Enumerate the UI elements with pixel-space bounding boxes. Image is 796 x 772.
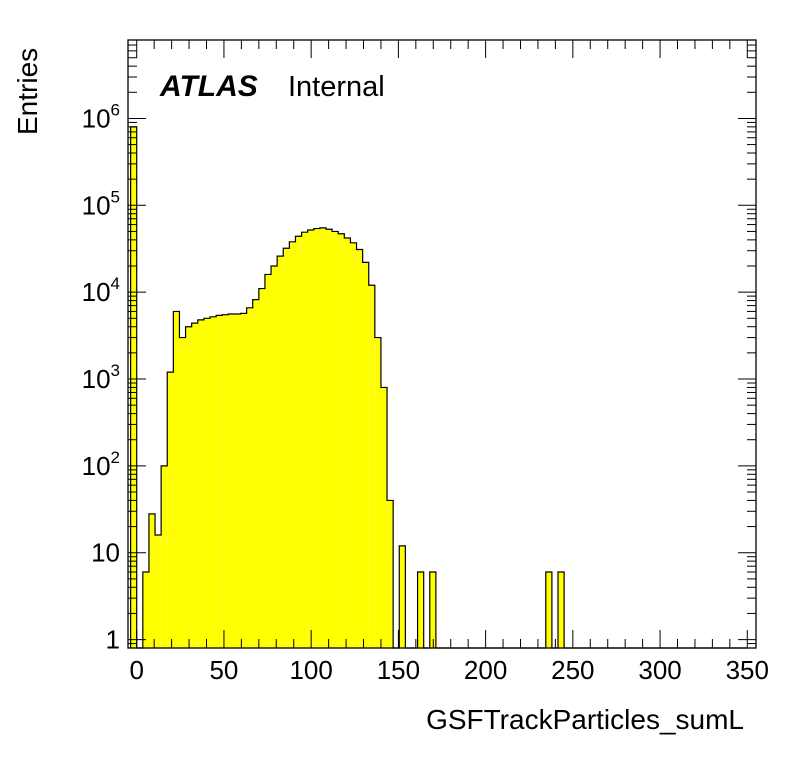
- histogram-bin: [197, 319, 204, 648]
- x-tick-label: 250: [551, 655, 594, 685]
- histogram-bin: [362, 262, 369, 648]
- histogram-bin: [325, 229, 333, 648]
- histogram-bin: [558, 571, 565, 648]
- histogram-bin: [155, 534, 162, 648]
- histogram-bin: [258, 288, 265, 648]
- histogram-bin: [191, 323, 198, 648]
- x-tick-label: 300: [638, 655, 681, 685]
- x-tick-labels: 0 50 100 150 200 250 300 350: [129, 655, 768, 685]
- histogram-bin: [179, 337, 186, 648]
- histogram-bin: [203, 318, 210, 648]
- y-tick-label: 102: [82, 448, 120, 481]
- histogram-bin: [209, 316, 217, 648]
- histogram-bin: [216, 315, 223, 648]
- histogram-bin: [264, 274, 272, 648]
- histogram-bin: [142, 571, 149, 648]
- x-tick-label: 350: [726, 655, 769, 685]
- y-tick-label: 10: [91, 538, 120, 568]
- y-tick-labels: 1 10 102 103 104 105 106: [82, 100, 120, 654]
- histogram-bin: [332, 231, 339, 649]
- x-tick-label: 200: [464, 655, 507, 685]
- histogram-bin: [283, 248, 290, 649]
- x-axis-ticks: [136, 40, 748, 648]
- histogram-bin: [271, 266, 278, 648]
- histogram-bin: [167, 372, 174, 648]
- histogram-bin: [350, 242, 357, 648]
- y-tick-label: 1: [106, 625, 120, 655]
- histogram-bin: [277, 256, 284, 648]
- histogram-bin: [222, 314, 229, 648]
- y-tick-label: 106: [82, 100, 120, 133]
- histogram-bin: [234, 314, 241, 648]
- x-axis-title: GSFTrackParticles_sumL: [426, 704, 744, 735]
- histogram-bin: [307, 229, 314, 648]
- histogram-bin: [387, 500, 394, 648]
- y-tick-label: 103: [82, 361, 120, 394]
- histogram-bin: [368, 285, 375, 648]
- histogram-bin: [319, 227, 326, 648]
- histogram-bin: [185, 326, 192, 648]
- histogram-bin: [356, 249, 363, 648]
- histogram-bin: [228, 314, 235, 648]
- x-tick-label: 0: [129, 655, 143, 685]
- x-tick-label: 150: [377, 655, 420, 685]
- histogram-bin: [161, 465, 168, 648]
- histogram-bin: [417, 571, 424, 648]
- atlas-label: ATLAS: [160, 70, 258, 103]
- histogram-bin: [252, 299, 259, 648]
- x-tick-label: 100: [289, 655, 332, 685]
- y-tick-label: 104: [82, 274, 120, 307]
- histogram-bin: [246, 307, 253, 648]
- y-axis-title: Entries: [12, 47, 43, 135]
- histogram-bin: [295, 236, 302, 649]
- plot-frame: [127, 39, 757, 649]
- histogram-bin: [173, 311, 180, 648]
- histogram-bin: [240, 313, 247, 648]
- histogram-bin: [380, 387, 388, 648]
- histogram-bin: [338, 233, 345, 649]
- histogram-bin: [148, 513, 156, 648]
- histogram-bin: [313, 228, 320, 648]
- histogram-bin: [399, 545, 406, 648]
- histogram-bin: [301, 232, 308, 649]
- histogram-bin: [289, 241, 296, 648]
- internal-label: Internal: [288, 71, 385, 103]
- histogram-bin: [429, 571, 436, 648]
- histogram-bin: [374, 337, 381, 648]
- histogram-bin: [344, 238, 351, 648]
- histogram-bin: [545, 571, 552, 648]
- y-tick-label: 105: [82, 187, 120, 220]
- y-axis-ticks: [128, 39, 756, 649]
- histogram-bars: [130, 126, 748, 649]
- x-tick-label: 50: [209, 655, 238, 685]
